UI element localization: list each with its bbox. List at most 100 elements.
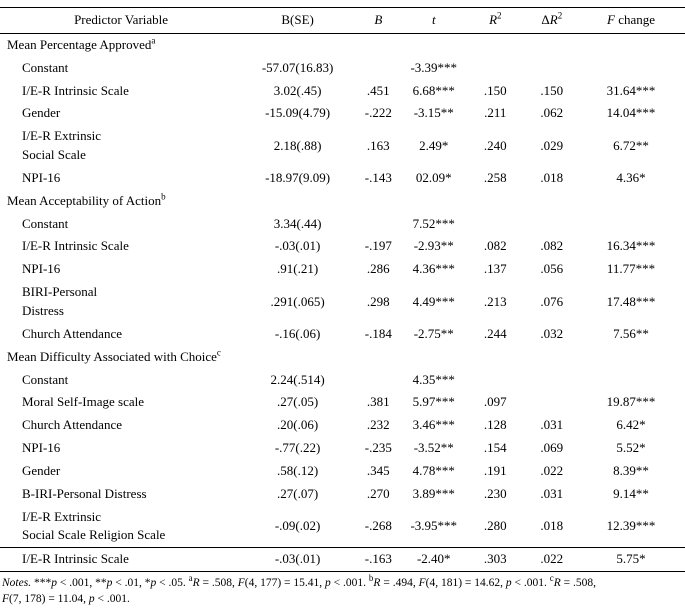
predictor-cell: I/E-R Intrinsic Scale <box>0 547 243 573</box>
value-cell-r2: .211 <box>484 105 507 121</box>
value-cell-r2 <box>464 213 527 236</box>
notes-line: F(7, 178) = 11.04, p < .001. <box>2 593 130 606</box>
value-cell-r2: .191 <box>483 462 507 478</box>
value-cell-t: 4.36*** <box>412 261 455 277</box>
col-header-beta: B <box>353 7 404 34</box>
table-row: Moral Self-Image scale .27(.05) .381 5.97**… <box>0 391 685 414</box>
value-cell-f: 12.39*** <box>606 517 656 533</box>
table-row: BIRI-Personal Distress .291(.065) .298 4.49*… <box>0 281 685 323</box>
value-cell-beta: .345 <box>366 462 390 478</box>
value-cell-t: -3.95*** <box>410 517 458 533</box>
value-cell-t: 3.89*** <box>412 485 455 501</box>
value-cell-f: 5.52* <box>616 440 646 456</box>
value-cell-r2 <box>464 369 527 392</box>
notes-line: Notes. ***p < .001, **p < .01, *p < .05.… <box>2 573 597 590</box>
value-cell-t: -2.40* <box>403 547 465 573</box>
value-cell-beta: .163 <box>366 137 390 153</box>
value-cell-beta: -.268 <box>364 517 392 533</box>
value-cell-f: 11.77*** <box>606 261 656 277</box>
value-cell-r2: .128 <box>483 417 507 433</box>
value-cell-dr2: .150 <box>540 82 564 98</box>
value-cell-b_se: -.03(.01) <box>274 238 321 254</box>
predictor-cell: Moral Self-Image scale <box>22 394 145 410</box>
value-cell-f: 7.56** <box>613 325 649 341</box>
value-cell-f <box>577 57 685 80</box>
predictor-cell: I/E-R Intrinsic Scale <box>22 238 129 254</box>
value-cell-t: 7.52*** <box>412 215 455 231</box>
value-cell-t: -2.93** <box>413 238 454 254</box>
value-cell-beta: -.222 <box>364 105 392 121</box>
value-cell-dr2: .029 <box>540 137 564 153</box>
value-cell-beta: -.235 <box>364 440 392 456</box>
table-row: I/E-R Intrinsic Scale -.03(.01) -.197 -2.93… <box>0 235 685 258</box>
table-row: I/E-R Intrinsic Scale -.03(.01) -.163 -2.40… <box>0 547 685 573</box>
value-cell-f: 4.36* <box>616 169 646 185</box>
value-cell-dr2: .031 <box>540 417 564 433</box>
value-cell-t: 4.35*** <box>412 371 455 387</box>
predictor-cell: Constant <box>22 371 69 387</box>
value-cell-b_se: .27(.07) <box>277 485 319 501</box>
value-cell-f: 14.04*** <box>606 105 656 121</box>
value-cell-f <box>577 369 685 392</box>
table-row: I/E-R Extrinsic Social Scale 2.18(.88) .163… <box>0 125 685 167</box>
value-cell-t: -3.52** <box>413 440 454 456</box>
value-cell-r2 <box>464 57 527 80</box>
value-cell-f: 5.75* <box>577 547 685 573</box>
table-row: NPI-16 -.77(.22) -.235 -3.52** .154 .069 5.52* <box>0 437 685 460</box>
predictor-cell: BIRI-Personal Distress <box>22 284 98 318</box>
value-cell-r2: .258 <box>483 169 507 185</box>
table-row: Gender -15.09(4.79) -.222 -3.15** .211 .062 14… <box>0 102 685 125</box>
col-header-dr2: ΔR2 <box>526 7 578 34</box>
predictor-cell: Church Attendance <box>22 417 122 433</box>
table-notes: Notes. ***p < .001, **p < .01, *p < .05.… <box>0 572 685 607</box>
table-row: I/E-R Intrinsic Scale 3.02(.45) .451 6.68**… <box>0 80 685 103</box>
value-cell-r2: .082 <box>483 238 507 254</box>
table-row: Church Attendance .20(.06) .232 3.46*** .128… <box>0 414 685 437</box>
value-cell-t: 02.09* <box>415 169 452 185</box>
value-cell-b_se: .91(.21) <box>277 261 319 277</box>
value-cell-beta: .270 <box>366 485 390 501</box>
table-body: Mean Percentage Approveda Constant -57.07(… <box>0 33 685 573</box>
value-cell-beta: .451 <box>366 82 390 98</box>
predictor-cell: Gender <box>22 105 61 121</box>
value-cell-beta: .381 <box>366 394 390 410</box>
value-cell-b_se: -57.07(16.83) <box>261 59 334 75</box>
value-cell-beta: -.197 <box>364 238 392 254</box>
value-cell-t: 4.49*** <box>412 293 455 309</box>
value-cell-dr2: .062 <box>540 105 564 121</box>
value-cell-dr2 <box>527 369 577 392</box>
value-cell-dr2: .032 <box>540 325 564 341</box>
value-cell-b_se: .20(.06) <box>277 417 319 433</box>
value-cell-t: -3.39*** <box>410 59 458 75</box>
value-cell-dr2: .018 <box>540 169 564 185</box>
value-cell-dr2 <box>527 57 577 80</box>
predictor-cell: I/E-R Extrinsic Social Scale <box>22 128 102 163</box>
value-cell-b_se: .291(.065) <box>270 293 325 309</box>
table-row: Constant -57.07(16.83) -3.39*** <box>0 57 685 80</box>
col-header-r2: R2 <box>464 7 527 34</box>
section-header-row: Mean Difficulty Associated with Choicec <box>0 346 685 369</box>
predictor-cell: I/E-R Extrinsic Social Scale Religion Sca… <box>22 508 166 543</box>
value-cell-f: 16.34*** <box>606 238 656 254</box>
table-row: I/E-R Extrinsic Social Scale Religion Sca… <box>0 506 685 548</box>
value-cell-b_se: 2.18(.88) <box>273 137 322 153</box>
predictor-cell: NPI-16 <box>22 440 61 456</box>
value-cell-t: -3.15** <box>413 105 454 121</box>
col-header-predictor: Predictor Variable <box>0 7 243 34</box>
value-cell-dr2: .022 <box>526 547 578 573</box>
value-cell-f: 9.14** <box>613 485 649 501</box>
col-header-f: F change <box>577 7 685 34</box>
value-cell-beta <box>353 213 403 236</box>
value-cell-beta: .232 <box>366 417 390 433</box>
value-cell-beta <box>353 369 403 392</box>
value-cell-b_se: 3.34(.44) <box>273 215 322 231</box>
section-header-row: Mean Acceptability of Actionb <box>0 190 685 213</box>
predictor-cell: Gender <box>22 462 61 478</box>
value-cell-r2: .213 <box>483 293 507 309</box>
value-cell-beta <box>353 57 403 80</box>
value-cell-dr2: .069 <box>540 440 564 456</box>
table-row: NPI-16 -18.97(9.09) -.143 02.09* .258 .018 4.3… <box>0 167 685 190</box>
value-cell-b_se: 3.02(.45) <box>273 82 322 98</box>
